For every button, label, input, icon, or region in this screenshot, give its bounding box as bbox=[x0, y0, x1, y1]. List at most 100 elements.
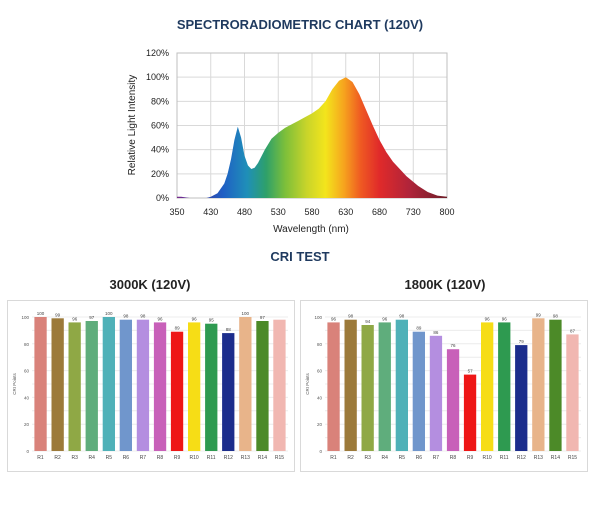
cri-3000k-bar-r10 bbox=[188, 322, 201, 451]
cri-3000k-data-label: 89 bbox=[175, 326, 181, 331]
cri-1800k-x-tick-label: R9 bbox=[467, 455, 474, 461]
spectro-x-tick-label: 480 bbox=[237, 207, 252, 217]
spectro-x-tick-label: 530 bbox=[271, 207, 286, 217]
cri-1800k-x-tick-label: R11 bbox=[500, 455, 509, 461]
cri-test-title: CRI TEST bbox=[270, 249, 330, 264]
cri-1800k-bar-r1 bbox=[327, 322, 340, 451]
cri-1800k-x-tick-label: R13 bbox=[534, 455, 543, 461]
spectro-axes: 350 430 480 530 580 630 680 730 800 0% 20% 40% 60% 80… bbox=[146, 48, 455, 217]
cri-3000k-data-label: 99 bbox=[55, 312, 61, 317]
cri-1800k-y-tick-label: 0 bbox=[319, 449, 322, 454]
cri-1800k-data-label: 96 bbox=[485, 316, 491, 321]
cri-3000k-y-tick-label: 60 bbox=[24, 369, 30, 374]
cri-1800k-data-label: 96 bbox=[382, 316, 388, 321]
cri-3000k-data-label: 88 bbox=[226, 327, 232, 332]
cri-3000k-data-label: 96 bbox=[72, 316, 78, 321]
cri-1800k-data-label: 79 bbox=[519, 339, 525, 344]
cri-1800k-y-tick-label: 80 bbox=[317, 342, 323, 347]
cri-3000k-chart: 0 20 40 60 80 100 CRI Points 100 R1 99 R2 96 R3 97 R4 1… bbox=[12, 311, 288, 461]
cri-3000k-bar-r11 bbox=[205, 323, 218, 451]
cri-1800k-bar-r4 bbox=[378, 322, 391, 451]
spectro-x-tick-label: 580 bbox=[304, 207, 319, 217]
spectro-y-axis-label: Relative Light Intensity bbox=[127, 75, 138, 176]
cri-3000k-bar-r14 bbox=[256, 321, 269, 451]
cri-3000k-bar-r15 bbox=[273, 319, 286, 451]
cri-1800k-x-tick-label: R3 bbox=[364, 455, 371, 461]
cri-3000k-y-tick-label: 0 bbox=[26, 449, 29, 454]
cri-3000k-bar-r2 bbox=[51, 318, 64, 451]
cri-1800k-bar-r2 bbox=[344, 319, 357, 451]
cri-1800k-bar-r11 bbox=[498, 322, 511, 451]
spectro-y-tick-label: 40% bbox=[151, 145, 169, 155]
cri-3000k-data-label: 95 bbox=[209, 318, 215, 323]
spectro-x-tick-label: 630 bbox=[338, 207, 353, 217]
cri-3000k-x-tick-label: R12 bbox=[224, 455, 233, 461]
cri-3000k-bar-r1 bbox=[34, 317, 47, 451]
cri-1800k-bar-r6 bbox=[412, 331, 425, 451]
cri-3000k-y-tick-label: 100 bbox=[21, 315, 29, 320]
cri-1800k-data-label: 89 bbox=[416, 326, 422, 331]
cri-3000k-x-tick-label: R5 bbox=[106, 455, 113, 461]
spectro-y-tick-label: 120% bbox=[146, 48, 169, 58]
cri-1800k-x-tick-label: R4 bbox=[381, 455, 388, 461]
cri-1800k-data-label: 87 bbox=[570, 328, 576, 333]
cri-1800k-data-label: 98 bbox=[553, 314, 559, 319]
cri-3000k-x-tick-label: R8 bbox=[157, 455, 164, 461]
spectro-y-tick-label: 80% bbox=[151, 96, 169, 106]
cri-3000k-data-label: 100 bbox=[242, 311, 250, 316]
cri-1800k-bar-r10 bbox=[481, 322, 494, 451]
spectro-x-tick-label: 680 bbox=[372, 207, 387, 217]
cri-3000k-x-tick-label: R2 bbox=[54, 455, 61, 461]
spectro-x-tick-label: 730 bbox=[406, 207, 421, 217]
cri-1800k-x-tick-label: R1 bbox=[330, 455, 337, 461]
cri-1800k-bar-r9 bbox=[463, 374, 477, 451]
cri-1800k-data-label: 96 bbox=[331, 316, 337, 321]
cri-1800k-bar-r15 bbox=[566, 334, 579, 451]
cri-3000k-bar-r3 bbox=[68, 322, 81, 451]
cri-3000k-bar-r7 bbox=[136, 319, 150, 451]
spectro-y-tick-label: 0% bbox=[156, 193, 169, 203]
cri-1800k-data-label: 57 bbox=[468, 369, 474, 374]
cri-3000k-data-label: 97 bbox=[89, 315, 95, 320]
cri-1800k-panel: 0 20 40 60 80 100 CRI Points 96 R1 98 R2 94 R3 96 R4 98… bbox=[300, 300, 588, 472]
cri-3000k-data-label: 97 bbox=[260, 315, 266, 320]
cri-3000k-y-tick-label: 80 bbox=[24, 342, 30, 347]
spectro-area bbox=[177, 77, 447, 198]
cri-3000k-data-label: 98 bbox=[140, 314, 146, 319]
cri-1800k-title: 1800K (120V) bbox=[404, 277, 486, 292]
cri-1800k-data-label: 86 bbox=[433, 330, 439, 335]
cri-3000k-x-tick-label: R3 bbox=[71, 455, 78, 461]
cri-3000k-bar-r8 bbox=[153, 322, 167, 451]
cri-1800k-data-label: 99 bbox=[536, 312, 542, 317]
cri-1800k-data-label: 98 bbox=[399, 314, 405, 319]
spectro-x-tick-label: 430 bbox=[203, 207, 218, 217]
cri-1800k-bar-r12 bbox=[515, 345, 528, 451]
cri-3000k-x-tick-label: R6 bbox=[123, 455, 130, 461]
spectro-y-tick-label: 60% bbox=[151, 121, 169, 131]
cri-1800k-data-label: 98 bbox=[348, 314, 354, 319]
cri-3000k-x-tick-label: R7 bbox=[140, 455, 147, 461]
cri-1800k-bar-r13 bbox=[532, 318, 545, 451]
cri-3000k-y-axis-label: CRI Points bbox=[12, 373, 17, 395]
cri-3000k-data-label: 100 bbox=[37, 311, 45, 316]
spectro-y-tick-label: 20% bbox=[151, 169, 169, 179]
cri-1800k-y-axis-label: CRI Points bbox=[305, 373, 310, 395]
cri-1800k-x-tick-label: R7 bbox=[433, 455, 440, 461]
cri-1800k-bar-r14 bbox=[549, 319, 562, 451]
cri-1800k-y-tick-label: 40 bbox=[317, 395, 323, 400]
cri-3000k-x-tick-label: R15 bbox=[275, 455, 284, 461]
cri-3000k-data-label: 100 bbox=[105, 311, 113, 316]
cri-1800k-x-tick-label: R6 bbox=[416, 455, 423, 461]
cri-1800k-chart: 0 20 40 60 80 100 CRI Points 96 R1 98 R2 94 R3 96 R4 98… bbox=[305, 312, 581, 461]
cri-3000k-bar-r13 bbox=[239, 317, 252, 451]
cri-1800k-bar-r8 bbox=[446, 349, 460, 451]
cri-3000k-bar-r4 bbox=[85, 321, 98, 451]
spectro-x-tick-label: 350 bbox=[169, 207, 184, 217]
cri-3000k-data-label: 98 bbox=[123, 314, 129, 319]
spectro-chart: 350 430 480 530 580 630 680 730 800 0% 20% 40% 60% 80… bbox=[127, 48, 455, 235]
cri-1800k-y-tick-label: 20 bbox=[317, 422, 323, 427]
cri-1800k-bar-r5 bbox=[395, 319, 408, 451]
cri-1800k-x-tick-label: R5 bbox=[399, 455, 406, 461]
cri-1800k-data-label: 96 bbox=[502, 316, 508, 321]
cri-1800k-bar-r3 bbox=[361, 325, 374, 451]
